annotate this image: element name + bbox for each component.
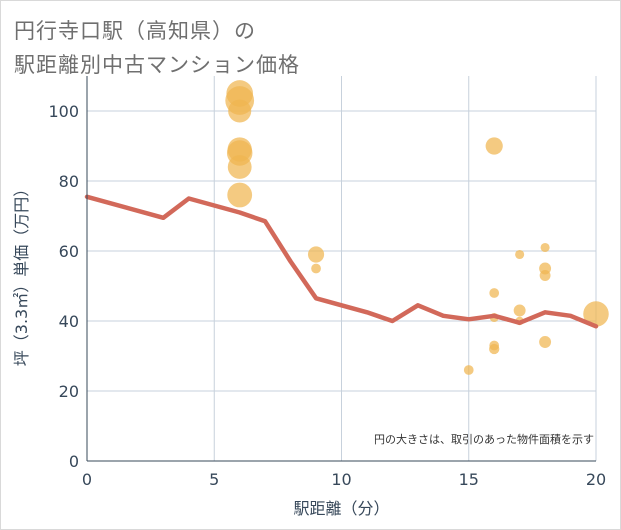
bubble-point: [583, 301, 609, 327]
x-tick-label: 15: [459, 470, 479, 489]
bubble-point: [228, 99, 252, 123]
y-tick-label: 60: [59, 242, 79, 261]
x-axis-label: 駅距離（分）: [293, 499, 389, 518]
chart-title-line1: 円行寺口駅（高知県）の: [14, 19, 256, 43]
bubble-point: [227, 155, 252, 179]
bubble-size-note: 円の大きさは、取引のあった物件面積を示す: [374, 432, 594, 446]
axes: [86, 76, 596, 462]
chart-title-line2: 駅距離別中古マンション価格: [14, 53, 300, 77]
tick-labels: 0 5 10 15 20 0 20 40 60 80 100: [48, 102, 606, 489]
bubble-point: [539, 336, 552, 348]
bubble-point: [539, 270, 551, 281]
bubble-series: [225, 80, 609, 375]
bubble-point: [227, 182, 253, 208]
grid-lines: [87, 76, 597, 461]
y-tick-label: 40: [59, 312, 79, 331]
y-tick-label: 100: [48, 102, 79, 121]
trend-line-group: [84, 194, 599, 329]
x-tick-label: 20: [586, 470, 606, 489]
bubble-point: [515, 249, 525, 260]
y-tick-label: 0: [69, 452, 79, 471]
bubble-point: [307, 246, 325, 263]
x-tick-label: 0: [82, 470, 92, 489]
bubble-point: [540, 242, 550, 253]
trend-line: [84, 194, 599, 329]
bubble-point: [489, 343, 500, 355]
y-axis-label: 坪（3.3㎡）単価（万円）: [12, 181, 31, 366]
x-tick-label: 5: [209, 470, 219, 489]
chart-title: 円行寺口駅（高知県）の 駅距離別中古マンション価格: [14, 14, 574, 82]
bubble-point: [489, 288, 500, 298]
bubble-point: [463, 365, 474, 375]
y-tick-label: 20: [59, 382, 79, 401]
bubble-point: [513, 304, 526, 317]
x-tick-label: 10: [331, 470, 351, 489]
bubble-point: [485, 137, 503, 155]
bubble-point: [311, 263, 321, 274]
y-tick-label: 80: [59, 172, 79, 191]
